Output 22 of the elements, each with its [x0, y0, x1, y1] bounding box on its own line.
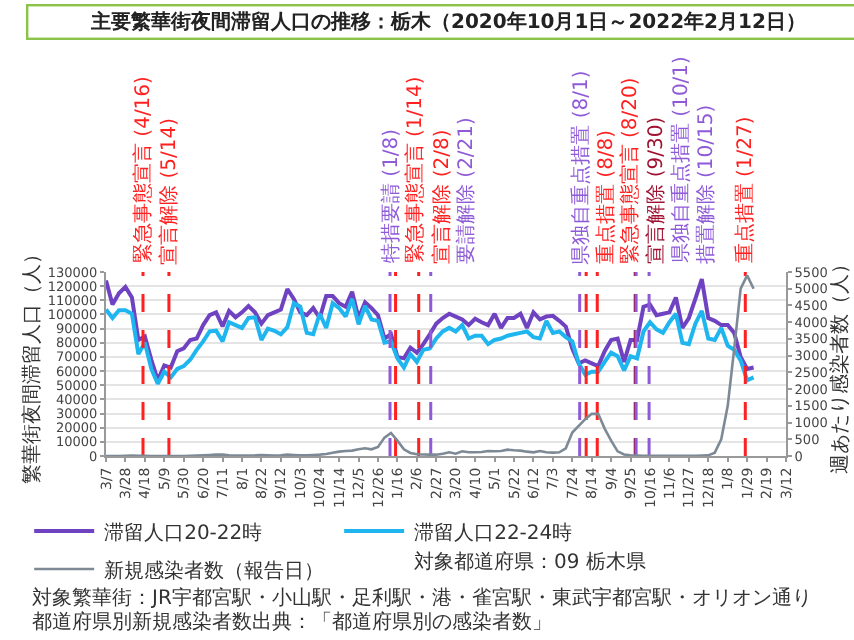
- ref-line-label: 宣言解除 (2/8): [429, 129, 454, 264]
- ref-line-label: 緊急事態宣言 (1/14): [403, 76, 428, 264]
- text: 都道府県別新規感染者数出典：「都道府県別の感染者数」: [32, 610, 552, 634]
- ref-line-label: 要請解除 (2/21): [454, 116, 479, 265]
- ref-line-label: 宣言解除 (9/30): [643, 116, 668, 264]
- ref-line-label: 特措要請 (1/8): [379, 128, 404, 264]
- ref-line-label: 措置解除 (10/15): [694, 104, 719, 265]
- legend-label: 滞留人口20-22時: [104, 520, 263, 545]
- text: 対象都道府県：09 栃木県: [414, 550, 646, 574]
- ref-line-label: 重点措置 (8/8): [594, 129, 619, 265]
- ref-line-label: 県独自重点措置 (8/1): [568, 70, 593, 265]
- legend-label: 新規感染者数（報告日）: [104, 558, 325, 583]
- y-axis-title: 繁華街夜間滞留人口（人）: [19, 244, 44, 484]
- ref-line-label: 県独自重点措置 (10/1): [669, 55, 694, 264]
- legend-label: 滞留人口22-24時: [414, 520, 573, 545]
- ref-line-label: 緊急事態宣言 (4/16): [131, 75, 156, 264]
- text: 対象繁華街：JR宇都宮駅・小山駅・足利駅・港・雀宮駅・東武宇都宮駅・オリオン通り: [32, 586, 812, 610]
- y2-axis-title: 週あたり感染者数（人）: [827, 254, 852, 474]
- chart-title: 主要繁華街夜間滞留人口の推移：栃木（2020年10月1日～2022年2月12日）: [88, 10, 806, 35]
- ref-line-label: 緊急事態宣言 (8/20): [618, 77, 643, 265]
- ref-line-label: 重点措置 (1/27): [733, 116, 758, 264]
- ref-line-label: 宣言解除 (5/14): [156, 117, 181, 265]
